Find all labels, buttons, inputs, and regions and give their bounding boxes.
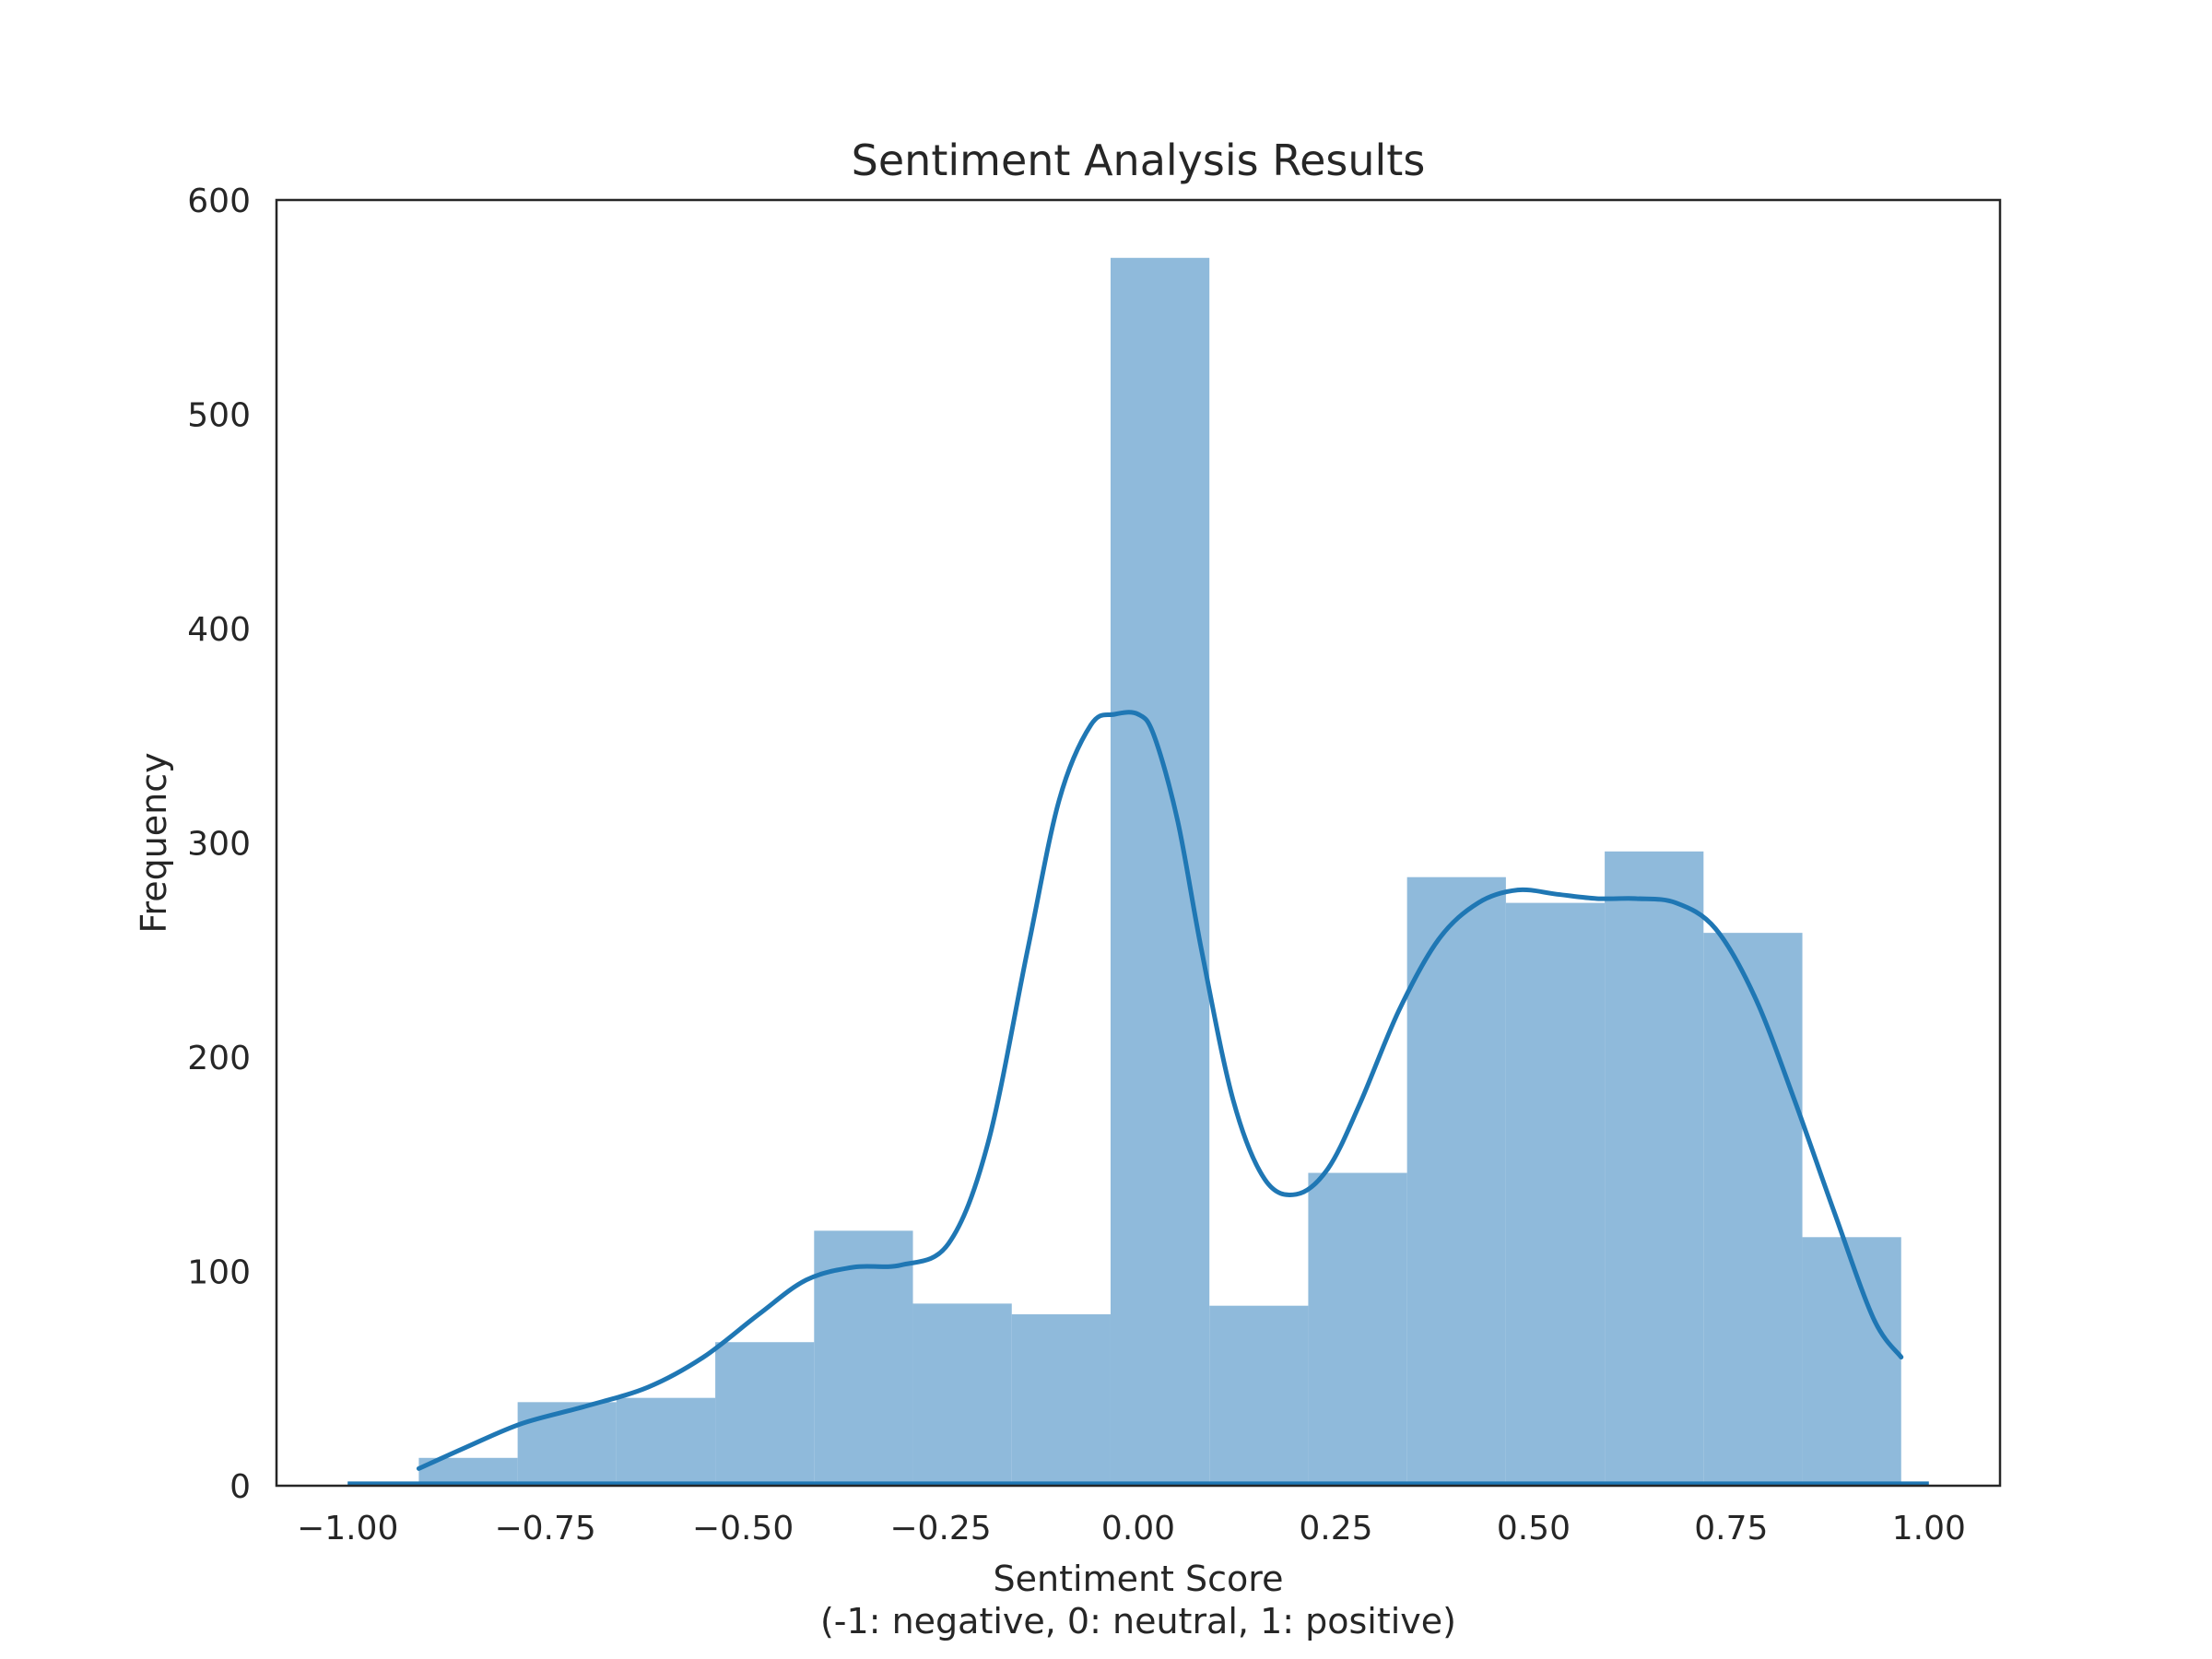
plot-frame <box>275 198 2002 1488</box>
y-tick-label: 200 <box>187 1040 251 1077</box>
x-tick-label: 0.75 <box>1694 1510 1768 1547</box>
histogram-bar <box>814 1230 913 1486</box>
x-axis-label: Sentiment Score <box>994 1559 1284 1599</box>
histogram-bar <box>1406 877 1506 1486</box>
histogram-bar <box>1703 933 1803 1486</box>
histogram-bar <box>1110 257 1210 1486</box>
y-tick-label: 100 <box>187 1254 251 1292</box>
x-tick-label: −0.75 <box>494 1510 595 1547</box>
x-tick-label: 0.50 <box>1497 1510 1571 1547</box>
x-axis-sublabel: (-1: negative, 0: neutral, 1: positive) <box>820 1601 1456 1641</box>
histogram-bar <box>715 1342 815 1486</box>
histogram-bar <box>1505 902 1606 1486</box>
histogram-bar <box>912 1303 1012 1486</box>
x-tick-label: −0.25 <box>889 1510 991 1547</box>
y-axis-label: Frequency <box>134 752 174 933</box>
x-tick-label: −1.00 <box>297 1510 398 1547</box>
kde-curves <box>347 710 1929 1487</box>
chart-title: Sentiment Analysis Results <box>852 135 1426 185</box>
kde-line <box>416 710 1904 1471</box>
x-tick-label: −0.50 <box>692 1510 794 1547</box>
histogram-bar <box>517 1402 617 1486</box>
y-tick-label: 0 <box>229 1468 251 1506</box>
y-tick-label: 600 <box>187 182 251 220</box>
histogram-bar <box>616 1397 716 1486</box>
histogram-bar <box>1308 1172 1407 1486</box>
x-tick-label: 0.00 <box>1101 1510 1175 1547</box>
histogram-bar <box>1605 851 1704 1486</box>
histogram-bar <box>1011 1314 1111 1486</box>
histogram-bar <box>1209 1305 1309 1486</box>
y-tick-label: 300 <box>187 826 251 864</box>
x-tick-label: 1.00 <box>1892 1510 1966 1547</box>
y-tick-label: 500 <box>187 397 251 435</box>
histogram-bar <box>1802 1237 1901 1486</box>
y-tick-label: 400 <box>187 611 251 649</box>
y-axis-ticks: 0 100 200 300 400 500 600 <box>187 182 251 1506</box>
x-axis-ticks: −1.00 −0.75 −0.50 −0.25 0.00 0.25 0.50 0.75 1.00 <box>297 1510 1966 1547</box>
histogram-bars <box>418 257 1901 1486</box>
x-tick-label: 0.25 <box>1299 1510 1372 1547</box>
